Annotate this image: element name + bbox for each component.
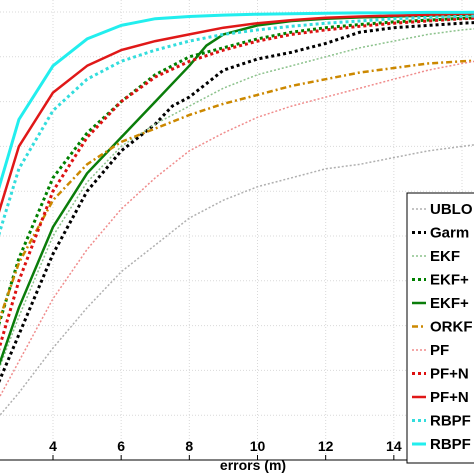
legend-label-5: ORKF: [430, 319, 473, 336]
series-line-10: [0, 10, 474, 190]
legend-label-6: PF: [430, 342, 449, 359]
series-line-2: [0, 28, 474, 369]
series-line-9: [0, 14, 474, 237]
series-lines: [0, 10, 474, 417]
legend-label-8: PF+N: [430, 389, 469, 406]
x-tick-label: 14: [386, 438, 402, 454]
series-line-7: [0, 16, 474, 351]
series-line-8: [0, 12, 474, 213]
x-tick-label: 6: [117, 438, 125, 454]
legend-label-0: UBLO: [430, 201, 473, 218]
x-tick-label: 8: [185, 438, 193, 454]
legend-items: UBLO Garm EKF EKF+ EKF+ ORKF PF PF+N PF+N RBPF RBP…: [412, 201, 473, 453]
legend-label-4: EKF+: [430, 295, 469, 312]
series-line-4: [0, 13, 474, 367]
series-line-5: [0, 59, 474, 322]
series-line-1: [0, 21, 474, 384]
x-tick-label: 12: [318, 438, 334, 454]
series-line-3: [0, 16, 474, 326]
legend-label-9: RBPF: [430, 413, 471, 430]
legend-label-1: Garm: [430, 225, 469, 242]
series-line-6: [0, 60, 474, 398]
legend-box: [406, 192, 474, 464]
x-axis-label: errors (m): [220, 457, 286, 473]
x-tick-label: 4: [49, 438, 57, 454]
series-line-0: [0, 144, 474, 417]
legend-label-7: PF+N: [430, 366, 469, 383]
grid-lines: [0, 0, 474, 460]
legend-label-2: EKF: [430, 248, 460, 265]
legend-label-3: EKF+: [430, 272, 469, 289]
legend: UBLO Garm EKF EKF+ EKF+ ORKF PF PF+N PF+N RBPF RBP…: [406, 192, 474, 464]
x-tick-label: 10: [250, 438, 266, 454]
legend-label-10: RBPF: [430, 436, 471, 453]
